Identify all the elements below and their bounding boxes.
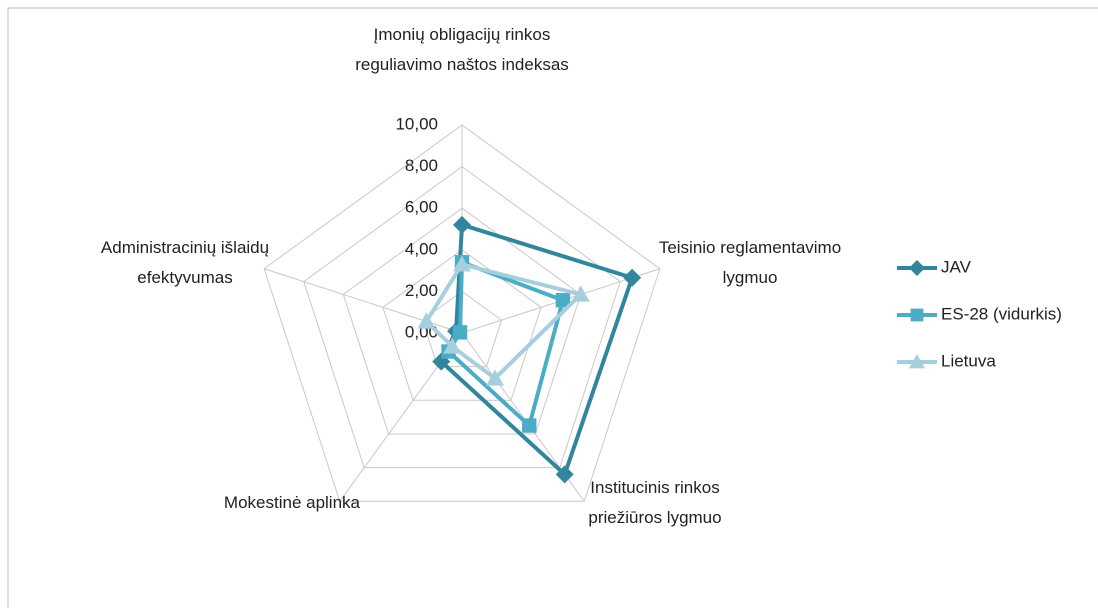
data-point bbox=[571, 285, 590, 302]
grid-line bbox=[382, 249, 542, 401]
legend-label: Lietuva bbox=[941, 351, 996, 370]
series-line bbox=[424, 262, 583, 381]
data-point bbox=[417, 312, 436, 329]
data-point bbox=[452, 325, 468, 340]
legend-marker bbox=[909, 260, 925, 276]
legend-label: JAV bbox=[941, 257, 972, 276]
legend-label: ES-28 (vidurkis) bbox=[941, 304, 1062, 323]
category-label: Mokestinė aplinka bbox=[223, 493, 360, 512]
legend-marker bbox=[910, 308, 924, 322]
data-point bbox=[555, 465, 574, 484]
r-tick-label: 8,00 bbox=[405, 156, 438, 175]
r-tick-label: 4,00 bbox=[405, 239, 438, 258]
data-point bbox=[453, 215, 471, 234]
grid-line bbox=[342, 207, 582, 435]
data-point bbox=[443, 337, 462, 354]
grid-line bbox=[263, 124, 661, 502]
series-line bbox=[446, 260, 565, 428]
legend-marker bbox=[909, 354, 925, 369]
series-line bbox=[439, 222, 635, 477]
data-point bbox=[623, 268, 642, 287]
r-tick-label: 6,00 bbox=[405, 198, 438, 217]
category-label: Įmonių obligacijų rinkos reguliavimo naš… bbox=[355, 25, 569, 74]
data-point bbox=[486, 369, 505, 386]
category-label: Institucinis rinkos priežiūros lygmuo bbox=[588, 478, 722, 527]
data-point bbox=[453, 255, 471, 272]
r-tick-label: 10,00 bbox=[395, 114, 438, 133]
category-label: Administracinių išlaidų efektyvumas bbox=[100, 238, 270, 287]
data-point bbox=[555, 293, 571, 308]
chart-border bbox=[7, 7, 1098, 608]
data-point bbox=[522, 418, 537, 433]
grid-line bbox=[303, 165, 621, 469]
r-tick-label: 2,00 bbox=[405, 281, 438, 300]
category-label: Teisinio reglamentavimo lygmuo bbox=[658, 238, 842, 287]
